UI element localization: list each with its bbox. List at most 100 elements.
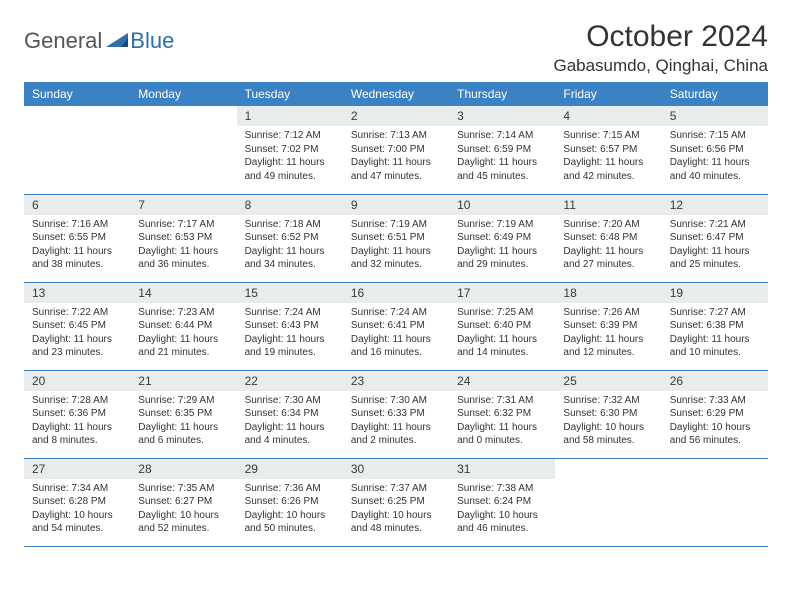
- day-number: 28: [130, 459, 236, 479]
- empty-cell: [24, 106, 130, 194]
- day-number: 6: [24, 195, 130, 215]
- day-cell: 20Sunrise: 7:28 AMSunset: 6:36 PMDayligh…: [24, 370, 130, 458]
- location-text: Gabasumdo, Qinghai, China: [553, 56, 768, 76]
- day-header: Wednesday: [343, 82, 449, 106]
- day-cell: 28Sunrise: 7:35 AMSunset: 6:27 PMDayligh…: [130, 458, 236, 546]
- day-number: 8: [237, 195, 343, 215]
- day-details: Sunrise: 7:24 AMSunset: 6:43 PMDaylight:…: [237, 303, 343, 364]
- day-number: 1: [237, 106, 343, 126]
- day-cell: 18Sunrise: 7:26 AMSunset: 6:39 PMDayligh…: [555, 282, 661, 370]
- day-cell: 15Sunrise: 7:24 AMSunset: 6:43 PMDayligh…: [237, 282, 343, 370]
- day-details: Sunrise: 7:28 AMSunset: 6:36 PMDaylight:…: [24, 391, 130, 452]
- day-number: 31: [449, 459, 555, 479]
- day-details: Sunrise: 7:30 AMSunset: 6:34 PMDaylight:…: [237, 391, 343, 452]
- day-cell: 30Sunrise: 7:37 AMSunset: 6:25 PMDayligh…: [343, 458, 449, 546]
- day-number: 11: [555, 195, 661, 215]
- day-cell: 14Sunrise: 7:23 AMSunset: 6:44 PMDayligh…: [130, 282, 236, 370]
- day-details: Sunrise: 7:19 AMSunset: 6:51 PMDaylight:…: [343, 215, 449, 276]
- day-number: 21: [130, 371, 236, 391]
- day-cell: 8Sunrise: 7:18 AMSunset: 6:52 PMDaylight…: [237, 194, 343, 282]
- day-header: Saturday: [662, 82, 768, 106]
- calendar-body: 1Sunrise: 7:12 AMSunset: 7:02 PMDaylight…: [24, 106, 768, 546]
- day-number: 25: [555, 371, 661, 391]
- day-details: Sunrise: 7:37 AMSunset: 6:25 PMDaylight:…: [343, 479, 449, 540]
- day-details: Sunrise: 7:12 AMSunset: 7:02 PMDaylight:…: [237, 126, 343, 187]
- title-block: October 2024 Gabasumdo, Qinghai, China: [553, 20, 768, 76]
- day-number: 10: [449, 195, 555, 215]
- calendar-week-row: 27Sunrise: 7:34 AMSunset: 6:28 PMDayligh…: [24, 458, 768, 546]
- day-details: Sunrise: 7:36 AMSunset: 6:26 PMDaylight:…: [237, 479, 343, 540]
- day-details: Sunrise: 7:38 AMSunset: 6:24 PMDaylight:…: [449, 479, 555, 540]
- day-cell: 2Sunrise: 7:13 AMSunset: 7:00 PMDaylight…: [343, 106, 449, 194]
- day-cell: 6Sunrise: 7:16 AMSunset: 6:55 PMDaylight…: [24, 194, 130, 282]
- day-header: Sunday: [24, 82, 130, 106]
- day-cell: 21Sunrise: 7:29 AMSunset: 6:35 PMDayligh…: [130, 370, 236, 458]
- day-cell: 25Sunrise: 7:32 AMSunset: 6:30 PMDayligh…: [555, 370, 661, 458]
- day-cell: 29Sunrise: 7:36 AMSunset: 6:26 PMDayligh…: [237, 458, 343, 546]
- day-number: 3: [449, 106, 555, 126]
- day-cell: 16Sunrise: 7:24 AMSunset: 6:41 PMDayligh…: [343, 282, 449, 370]
- day-details: Sunrise: 7:29 AMSunset: 6:35 PMDaylight:…: [130, 391, 236, 452]
- month-title: October 2024: [553, 20, 768, 54]
- day-details: Sunrise: 7:35 AMSunset: 6:27 PMDaylight:…: [130, 479, 236, 540]
- day-number: 26: [662, 371, 768, 391]
- day-details: Sunrise: 7:34 AMSunset: 6:28 PMDaylight:…: [24, 479, 130, 540]
- header: General Blue October 2024 Gabasumdo, Qin…: [24, 20, 768, 76]
- calendar-table: SundayMondayTuesdayWednesdayThursdayFrid…: [24, 82, 768, 547]
- day-number: 20: [24, 371, 130, 391]
- day-details: Sunrise: 7:32 AMSunset: 6:30 PMDaylight:…: [555, 391, 661, 452]
- day-number: 29: [237, 459, 343, 479]
- calendar-head: SundayMondayTuesdayWednesdayThursdayFrid…: [24, 82, 768, 106]
- calendar-week-row: 1Sunrise: 7:12 AMSunset: 7:02 PMDaylight…: [24, 106, 768, 194]
- day-number: 4: [555, 106, 661, 126]
- day-details: Sunrise: 7:26 AMSunset: 6:39 PMDaylight:…: [555, 303, 661, 364]
- day-cell: 7Sunrise: 7:17 AMSunset: 6:53 PMDaylight…: [130, 194, 236, 282]
- empty-cell: [662, 458, 768, 546]
- day-number: 14: [130, 283, 236, 303]
- day-details: Sunrise: 7:27 AMSunset: 6:38 PMDaylight:…: [662, 303, 768, 364]
- day-number: 22: [237, 371, 343, 391]
- day-number: 12: [662, 195, 768, 215]
- day-cell: 17Sunrise: 7:25 AMSunset: 6:40 PMDayligh…: [449, 282, 555, 370]
- day-number: 2: [343, 106, 449, 126]
- day-cell: 4Sunrise: 7:15 AMSunset: 6:57 PMDaylight…: [555, 106, 661, 194]
- day-cell: 1Sunrise: 7:12 AMSunset: 7:02 PMDaylight…: [237, 106, 343, 194]
- day-cell: 3Sunrise: 7:14 AMSunset: 6:59 PMDaylight…: [449, 106, 555, 194]
- day-number: 19: [662, 283, 768, 303]
- calendar-week-row: 6Sunrise: 7:16 AMSunset: 6:55 PMDaylight…: [24, 194, 768, 282]
- empty-cell: [555, 458, 661, 546]
- day-details: Sunrise: 7:16 AMSunset: 6:55 PMDaylight:…: [24, 215, 130, 276]
- day-header: Thursday: [449, 82, 555, 106]
- day-cell: 9Sunrise: 7:19 AMSunset: 6:51 PMDaylight…: [343, 194, 449, 282]
- day-details: Sunrise: 7:33 AMSunset: 6:29 PMDaylight:…: [662, 391, 768, 452]
- calendar-week-row: 20Sunrise: 7:28 AMSunset: 6:36 PMDayligh…: [24, 370, 768, 458]
- day-cell: 5Sunrise: 7:15 AMSunset: 6:56 PMDaylight…: [662, 106, 768, 194]
- day-details: Sunrise: 7:31 AMSunset: 6:32 PMDaylight:…: [449, 391, 555, 452]
- brand-logo: General Blue: [24, 28, 174, 54]
- day-details: Sunrise: 7:23 AMSunset: 6:44 PMDaylight:…: [130, 303, 236, 364]
- day-cell: 23Sunrise: 7:30 AMSunset: 6:33 PMDayligh…: [343, 370, 449, 458]
- brand-blue: Blue: [130, 28, 174, 54]
- day-header: Friday: [555, 82, 661, 106]
- day-cell: 26Sunrise: 7:33 AMSunset: 6:29 PMDayligh…: [662, 370, 768, 458]
- day-details: Sunrise: 7:20 AMSunset: 6:48 PMDaylight:…: [555, 215, 661, 276]
- day-details: Sunrise: 7:24 AMSunset: 6:41 PMDaylight:…: [343, 303, 449, 364]
- day-details: Sunrise: 7:30 AMSunset: 6:33 PMDaylight:…: [343, 391, 449, 452]
- day-details: Sunrise: 7:13 AMSunset: 7:00 PMDaylight:…: [343, 126, 449, 187]
- day-number: 27: [24, 459, 130, 479]
- day-details: Sunrise: 7:19 AMSunset: 6:49 PMDaylight:…: [449, 215, 555, 276]
- brand-general: General: [24, 28, 102, 54]
- day-cell: 22Sunrise: 7:30 AMSunset: 6:34 PMDayligh…: [237, 370, 343, 458]
- day-details: Sunrise: 7:22 AMSunset: 6:45 PMDaylight:…: [24, 303, 130, 364]
- day-cell: 27Sunrise: 7:34 AMSunset: 6:28 PMDayligh…: [24, 458, 130, 546]
- day-number: 15: [237, 283, 343, 303]
- day-header: Tuesday: [237, 82, 343, 106]
- day-details: Sunrise: 7:18 AMSunset: 6:52 PMDaylight:…: [237, 215, 343, 276]
- day-cell: 31Sunrise: 7:38 AMSunset: 6:24 PMDayligh…: [449, 458, 555, 546]
- day-cell: 13Sunrise: 7:22 AMSunset: 6:45 PMDayligh…: [24, 282, 130, 370]
- day-number: 5: [662, 106, 768, 126]
- day-cell: 19Sunrise: 7:27 AMSunset: 6:38 PMDayligh…: [662, 282, 768, 370]
- day-number: 17: [449, 283, 555, 303]
- day-number: 18: [555, 283, 661, 303]
- calendar-week-row: 13Sunrise: 7:22 AMSunset: 6:45 PMDayligh…: [24, 282, 768, 370]
